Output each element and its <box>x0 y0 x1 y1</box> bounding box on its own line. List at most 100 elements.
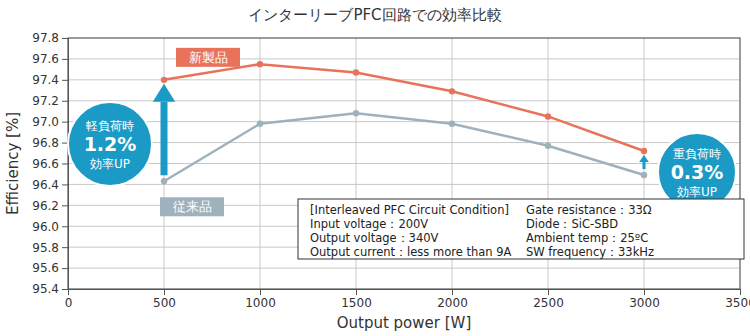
point <box>257 61 263 67</box>
tick-mark <box>62 38 68 39</box>
grid-line <box>68 121 740 122</box>
tick: 97.8 <box>32 31 68 45</box>
tick-label: 97.8 <box>32 31 59 45</box>
tick-label: 1500 <box>341 296 372 310</box>
tick-mark <box>62 247 68 248</box>
tick: 97.6 <box>32 52 68 66</box>
tick-label: 2500 <box>533 296 564 310</box>
tick-mark <box>62 226 68 227</box>
tick: 97.0 <box>32 115 68 129</box>
x-axis: 0500100015002000250030003500 <box>65 289 750 310</box>
annotation-bubble <box>68 102 152 186</box>
tick-mark <box>62 80 68 81</box>
tick-mark <box>68 289 69 295</box>
arrow <box>153 84 175 175</box>
tick-mark <box>62 122 68 123</box>
series-tag-label: 従来品 <box>173 199 212 214</box>
tick-label: 96.0 <box>32 220 59 234</box>
tick-mark <box>548 289 549 295</box>
conditions-text: Gate resistance：33Ω <box>526 203 652 217</box>
tick: 95.4 <box>32 282 68 296</box>
point <box>353 110 359 116</box>
point <box>449 88 455 94</box>
tick-label: 95.6 <box>32 261 59 275</box>
title: インターリーブPFC回路での効率比較 <box>248 6 501 24</box>
annotation: 軽負荷時1.2%効率UP <box>68 102 152 186</box>
tick-label: 97.0 <box>32 115 59 129</box>
tick-mark <box>62 59 68 60</box>
tick-mark <box>452 289 453 295</box>
tick: 96.2 <box>32 199 68 213</box>
tick-mark <box>62 268 68 269</box>
tick-mark <box>62 101 68 102</box>
grid-line <box>68 184 740 185</box>
tick-label: 1000 <box>245 296 276 310</box>
tick-label: 96.2 <box>32 199 59 213</box>
tick: 96.0 <box>32 220 68 234</box>
conditions-text: Input voltage：200V <box>310 217 428 231</box>
tick: 2000 <box>437 289 468 310</box>
tick: 96.4 <box>32 178 68 192</box>
arrow <box>639 155 649 169</box>
annotation-text: 重負荷時 <box>673 147 721 161</box>
conditions-text: [Interleaved PFC Circuit Condition] <box>310 203 509 217</box>
arrow-shaft <box>161 102 168 175</box>
tick: 97.2 <box>32 94 68 108</box>
tick-mark <box>62 184 68 185</box>
tick: 1500 <box>341 289 372 310</box>
tick-label: 2000 <box>437 296 468 310</box>
conditions-box <box>298 199 744 259</box>
conditions-text: Output current：less more than 9A <box>310 245 512 259</box>
tick-label: 96.8 <box>32 136 59 150</box>
conditions: [Interleaved PFC Circuit Condition]Input… <box>298 199 744 259</box>
tick-mark <box>740 289 741 295</box>
tick-label: 3500 <box>725 296 750 310</box>
point <box>353 69 359 75</box>
y-axis: 95.4 95.6 95.8 96.0 96.2 96.4 96.6 96.8 97.0 97.2… <box>32 31 68 296</box>
tick: 96.6 <box>32 157 68 171</box>
point <box>161 178 167 184</box>
tick: 3500 <box>725 289 750 310</box>
point <box>449 121 455 127</box>
series-tag: 新製品 <box>176 48 240 67</box>
tick-label: 97.4 <box>32 73 59 87</box>
tick: 2500 <box>533 289 564 310</box>
tick-mark <box>260 289 261 295</box>
tick: 1000 <box>245 289 276 310</box>
annotation-text: 効率UP <box>90 157 130 171</box>
arrow-head <box>639 155 649 162</box>
point <box>545 143 551 149</box>
arrow-head <box>153 84 175 102</box>
conditions-text: Output voltage：340V <box>310 231 439 245</box>
tick-label: 96.6 <box>32 157 59 171</box>
plot-frame <box>68 38 740 289</box>
annotation-text: 効率UP <box>677 185 717 199</box>
tick-label: 95.4 <box>32 282 59 296</box>
tick-mark <box>164 289 165 295</box>
conditions-text: SW frequency：33kHz <box>526 245 654 259</box>
tick-mark <box>644 289 645 295</box>
point <box>257 121 263 127</box>
point <box>545 113 551 119</box>
grid <box>68 38 740 289</box>
tick: 3000 <box>629 289 660 310</box>
tick-label: 3000 <box>629 296 660 310</box>
tick-mark <box>62 289 68 290</box>
series-tag-label: 新製品 <box>189 50 228 65</box>
series-tag-box <box>176 48 240 67</box>
tick-label: 97.6 <box>32 52 59 66</box>
conditions-text: Ambient temp：25ºC <box>526 231 648 245</box>
tick-label: 96.4 <box>32 178 59 192</box>
conditions-text: Diode：SiC-SBD <box>526 217 618 231</box>
tick-mark <box>62 205 68 206</box>
x-axis-title: Output power [W] <box>337 314 472 332</box>
grid-line <box>68 58 740 59</box>
marks <box>161 61 647 185</box>
plot-area <box>68 38 740 289</box>
series-tag-box <box>160 197 224 216</box>
tick-label: 95.8 <box>32 241 59 255</box>
y-axis-title: Efficiency [%] <box>4 112 22 215</box>
tick-label: 97.2 <box>32 94 59 108</box>
grid-line <box>68 142 740 143</box>
arrow-shaft <box>643 162 646 169</box>
